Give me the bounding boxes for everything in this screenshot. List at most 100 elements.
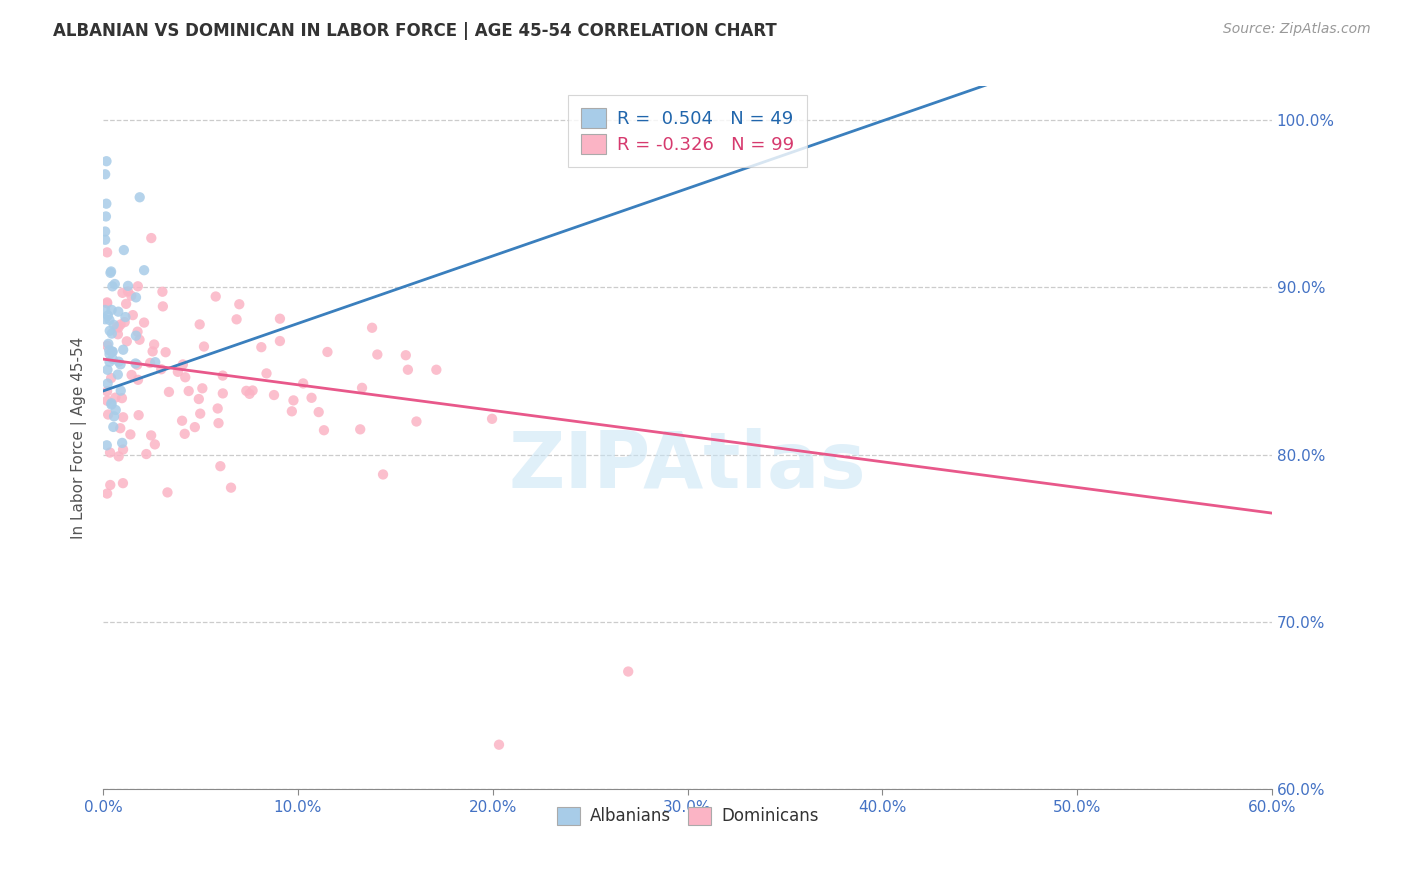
Point [98,445,121,459]
Point [132,263,155,277]
Text: ZIPAtlas: ZIPAtlas [509,428,866,504]
Point [184,420,207,434]
Point [97,309,120,323]
Point [211,386,233,401]
Point [143,437,166,451]
Point [120,289,142,303]
Point [94,210,117,224]
Point [117,285,139,299]
Point [96,295,118,310]
Point [312,423,335,437]
Point [100,396,122,410]
Point [209,459,232,474]
Legend: Albanians, Dominicans: Albanians, Dominicans [548,798,827,834]
Point [308,405,330,419]
Point [425,363,447,377]
Point [98,347,121,361]
Point [111,436,134,450]
Point [98,478,121,492]
Point [107,368,129,382]
Point [152,285,174,299]
Point [125,290,148,304]
Point [105,319,128,334]
Point [292,376,315,391]
Point [121,368,143,382]
Point [103,318,125,332]
Point [127,325,149,339]
Point [112,243,135,257]
Y-axis label: In Labor Force | Age 45-54: In Labor Force | Age 45-54 [72,336,87,539]
Point [120,427,142,442]
Point [107,327,129,342]
Point [96,154,118,169]
Point [173,426,195,441]
Point [157,384,180,399]
Point [141,231,163,245]
Point [111,285,134,300]
Point [155,345,177,359]
Point [481,412,503,426]
Point [100,266,122,280]
Point [96,393,118,408]
Point [94,302,117,317]
Point [166,365,188,379]
Point [96,384,118,399]
Point [98,343,121,358]
Point [101,344,124,359]
Point [366,347,388,361]
Point [104,391,127,405]
Point [112,343,135,357]
Point [242,384,264,398]
Point [96,245,118,260]
Point [405,415,427,429]
Point [170,414,193,428]
Point [107,354,129,368]
Point [174,370,197,384]
Point [128,333,150,347]
Point [211,368,233,383]
Point [395,348,418,362]
Point [96,486,118,500]
Point [94,225,117,239]
Point [96,296,118,310]
Point [128,408,150,422]
Point [250,340,273,354]
Point [94,312,117,326]
Text: Source: ZipAtlas.com: Source: ZipAtlas.com [1223,22,1371,37]
Point [107,450,129,464]
Point [228,297,250,311]
Point [207,416,229,430]
Point [127,358,149,372]
Point [301,391,323,405]
Point [132,316,155,330]
Point [104,403,127,417]
Point [135,447,157,461]
Point [112,410,135,425]
Point [142,344,165,359]
Point [114,310,136,324]
Point [110,384,132,398]
Point [104,277,127,291]
Point [101,351,124,366]
Point [98,355,121,369]
Point [97,336,120,351]
Point [225,312,247,326]
Point [98,313,121,327]
Point [283,393,305,408]
Point [235,384,257,398]
Point [125,328,148,343]
Point [488,738,510,752]
Point [256,367,278,381]
Point [193,339,215,353]
Point [103,409,125,424]
Point [117,278,139,293]
Point [263,388,285,402]
Point [127,373,149,387]
Point [111,391,134,405]
Point [187,392,209,406]
Point [191,381,214,395]
Point [172,358,194,372]
Point [150,362,173,376]
Point [96,338,118,352]
Point [101,326,124,341]
